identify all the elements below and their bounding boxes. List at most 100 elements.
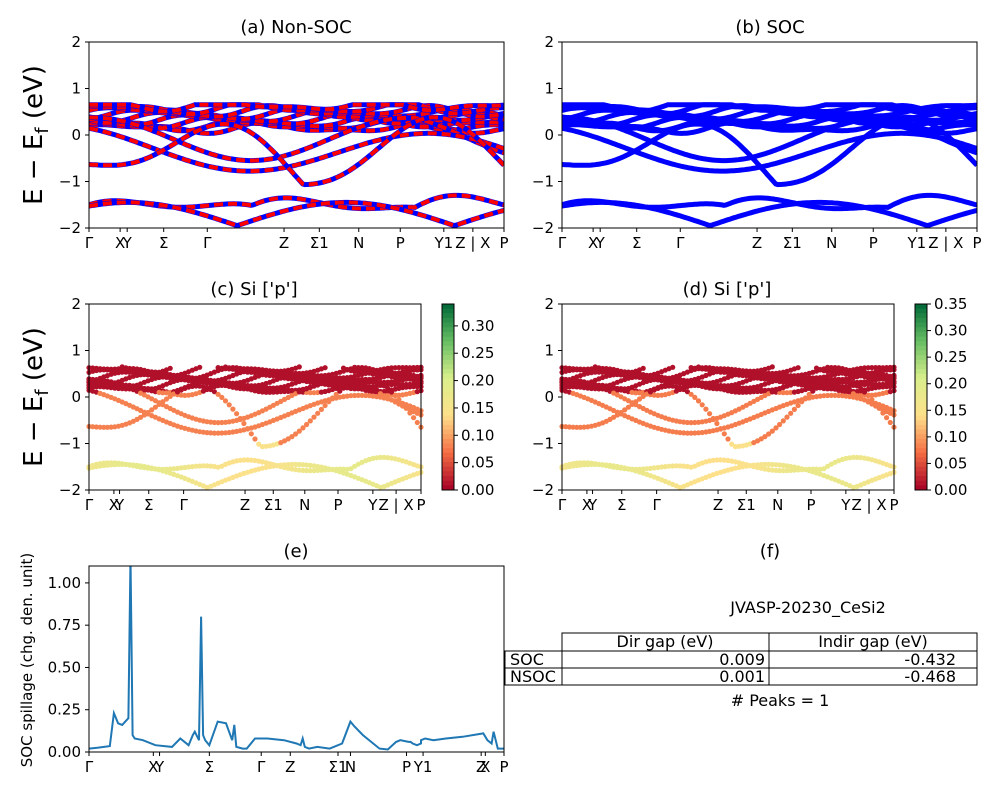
colorbar-segment — [442, 424, 454, 431]
colorbar-segment — [442, 457, 454, 463]
projection-point — [377, 380, 383, 387]
projection-point — [304, 468, 310, 474]
projection-point — [699, 366, 705, 372]
colorbar-segment — [442, 410, 454, 417]
gap-table: Dir gap (eV) Indir gap (eV) SOC 0.009 -0… — [504, 632, 978, 686]
projection-point — [337, 377, 343, 383]
colorbar-segment — [442, 378, 454, 384]
panel-a-bands — [89, 102, 504, 228]
x-tick-label: N — [772, 496, 783, 514]
projection-point — [219, 430, 225, 436]
projection-point — [684, 389, 691, 395]
colorbar-segment — [915, 476, 927, 482]
projection-point — [729, 441, 735, 447]
x-tick-label: Σ1 — [264, 496, 283, 514]
colorbar-segment — [442, 443, 454, 449]
projection-point — [348, 393, 354, 399]
x-tick-label: Σ1 — [783, 234, 802, 252]
panel-d-colorbar: 0.35 0.30 0.25 0.20 0.15 0.10 0.05 0.00 — [914, 295, 967, 499]
colorbar-tick-label: 0.25 — [461, 344, 494, 362]
projection-point — [876, 365, 882, 371]
projection-point — [329, 382, 336, 389]
projection-point — [245, 366, 251, 372]
projection-point — [411, 365, 417, 371]
x-tick-label: Γ — [179, 496, 188, 514]
projection-point — [329, 395, 336, 401]
x-tick-label: Z — [285, 758, 295, 776]
y-tick-label: 2 — [71, 295, 81, 313]
x-tick-label: Z — [240, 496, 250, 514]
projection-point — [780, 468, 786, 474]
projection-point — [880, 381, 886, 387]
panel-e: (e) SOC spillage (chg. den. unit) Γ XY Σ Γ Z… — [18, 541, 509, 776]
projection-point — [414, 364, 420, 371]
colorbar-segment — [442, 406, 454, 412]
x-tick-label: P — [499, 758, 508, 776]
x-tick-label: Y — [595, 234, 606, 252]
colorbar-segment — [442, 466, 454, 472]
colorbar-segment — [915, 378, 927, 384]
x-tick-label: P — [333, 496, 342, 514]
projection-point — [754, 462, 761, 468]
projection-point — [270, 368, 276, 374]
projection-point — [241, 420, 247, 427]
projection-point — [861, 365, 868, 371]
projection-point — [769, 376, 775, 382]
projection-point — [163, 373, 170, 379]
projection-point — [714, 366, 720, 372]
band-line — [562, 125, 977, 174]
colorbar-tick-label: 0.25 — [934, 348, 967, 366]
colorbar-segment — [442, 355, 454, 361]
projection-point — [695, 366, 702, 372]
colorbar-segment — [915, 485, 927, 491]
projection-point — [315, 467, 321, 473]
colorbar-segment — [442, 438, 454, 444]
band-line-overlay — [89, 126, 504, 174]
projection-point — [850, 372, 857, 378]
projection-point — [307, 390, 313, 396]
colorbar-segment — [442, 448, 454, 454]
projection-point — [245, 383, 251, 389]
projection-point — [784, 390, 790, 396]
colorbar-segment — [915, 434, 927, 440]
projection-point — [880, 365, 886, 371]
projection-point — [861, 389, 868, 395]
projection-point — [293, 461, 299, 467]
projection-point — [263, 389, 269, 395]
y-tick-label: 0.00 — [48, 743, 81, 761]
y-tick-label: −1 — [59, 435, 81, 453]
material-id: JVASP-20230_CeSi2 — [729, 598, 886, 618]
projection-point — [636, 373, 643, 379]
projection-point — [703, 366, 709, 372]
projection-point — [101, 424, 107, 430]
projection-point — [850, 454, 857, 460]
projection-point — [252, 366, 258, 372]
projection-point — [396, 397, 402, 403]
projection-point — [869, 397, 875, 403]
colorbar-segment — [442, 415, 454, 421]
row-nsoc-indir-cell — [768, 667, 978, 686]
colorbar-tick-label: 0.15 — [461, 399, 494, 417]
colorbar-segment — [442, 345, 454, 351]
projection-point — [670, 364, 676, 370]
projection-point — [90, 424, 96, 430]
projection-point — [825, 386, 831, 392]
projection-point — [340, 466, 347, 472]
spillage-line — [89, 566, 504, 751]
row-soc-label: SOC — [510, 650, 544, 669]
projection-point — [677, 378, 683, 384]
colorbar-tick-label: 0.20 — [461, 372, 494, 390]
projection-point — [806, 391, 812, 397]
projection-point — [769, 364, 775, 370]
projection-point — [633, 390, 639, 396]
colorbar-segment — [915, 304, 927, 310]
projection-point — [222, 366, 229, 372]
projection-point — [773, 425, 779, 431]
projection-point — [381, 454, 387, 460]
band-line — [562, 199, 977, 228]
colorbar-segment — [442, 336, 454, 342]
projection-point — [307, 468, 313, 474]
projection-point — [245, 426, 251, 432]
colorbar-segment — [442, 480, 454, 486]
